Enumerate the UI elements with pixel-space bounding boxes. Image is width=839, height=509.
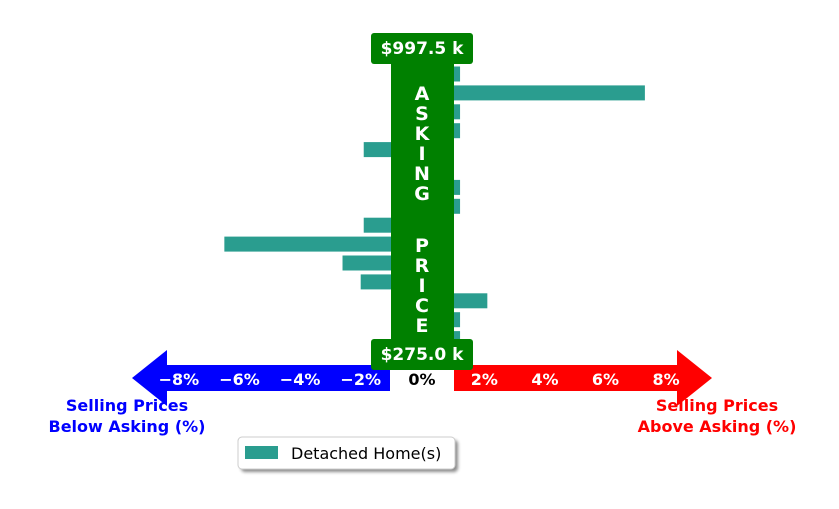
legend-swatch	[245, 446, 278, 459]
column-letter-4: I	[418, 143, 425, 165]
asking-price-column	[391, 60, 454, 360]
top-price-box: $997.5 k	[371, 33, 473, 64]
column-letter-8: P	[415, 235, 429, 257]
x-tick-2: 2%	[471, 370, 498, 389]
x-tick-neg6: −6%	[219, 370, 260, 389]
bottom-price-label: $275.0 k	[381, 345, 465, 365]
below-asking-label-line1: Selling Prices	[66, 396, 188, 415]
column-letter-11: C	[415, 295, 429, 317]
x-tick-8: 8%	[653, 370, 680, 389]
right-arrow	[454, 350, 712, 406]
legend-label: Detached Home(s)	[291, 444, 441, 463]
bottom-price-box: $275.0 k	[371, 339, 473, 370]
bar-2	[422, 85, 645, 101]
column-letter-3: K	[415, 123, 431, 145]
x-tick-4: 4%	[531, 370, 558, 389]
column-letter-5: N	[414, 163, 430, 185]
column-letter-1: A	[415, 83, 430, 105]
below-asking-label-line2: Below Asking (%)	[49, 417, 206, 436]
x-tick-neg8: −8%	[159, 370, 200, 389]
column-letter-2: S	[415, 103, 429, 125]
column-letter-6: G	[414, 183, 430, 205]
column-letter-9: R	[415, 255, 430, 277]
above-asking-label-line2: Above Asking (%)	[638, 417, 797, 436]
x-tick-labels: −8% −6% −4% −2% 0% 2% 4% 6% 8%	[159, 370, 680, 389]
top-price-label: $997.5 k	[381, 39, 465, 59]
column-letter-12: E	[416, 315, 429, 337]
x-tick-neg4: −4%	[280, 370, 321, 389]
x-tick-neg2: −2%	[340, 370, 381, 389]
x-tick-6: 6%	[592, 370, 619, 389]
legend: Detached Home(s)	[237, 436, 456, 470]
column-letter-10: I	[418, 275, 425, 297]
bar-10	[224, 236, 422, 252]
above-asking-label-line1: Selling Prices	[656, 396, 778, 415]
x-tick-0: 0%	[408, 370, 435, 389]
left-arrow	[132, 350, 390, 406]
